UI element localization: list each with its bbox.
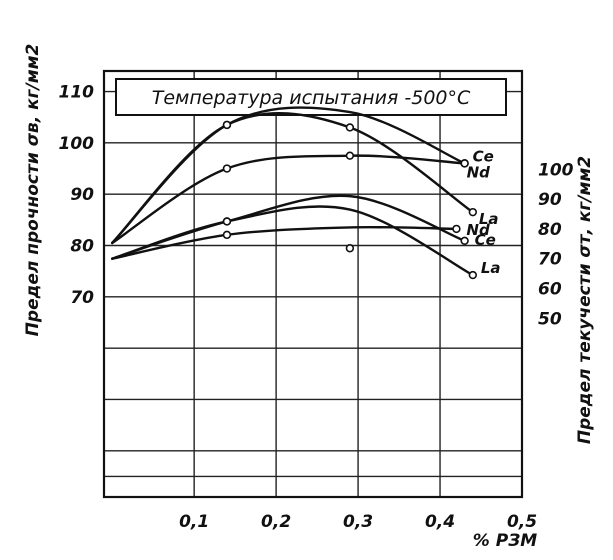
series-label-strength-la: La	[479, 210, 499, 228]
right-tick-label: 90	[538, 190, 562, 210]
data-point	[345, 151, 355, 160]
right-axis-title: Предел текучести σт, кг/мм2	[575, 156, 595, 444]
x-tick-label: 0,1	[179, 512, 209, 532]
x-tick-label: 0,4	[425, 512, 455, 532]
data-point	[345, 244, 355, 253]
data-point	[460, 159, 469, 168]
chart-grid	[104, 71, 522, 497]
marker-layer	[222, 120, 478, 280]
series-line-yield-nd	[110, 225, 458, 260]
x-tick-label: 0,5	[507, 512, 537, 532]
chart-title: Температура испытания -500°С	[152, 87, 471, 109]
x-axis-title: % РЗМ	[473, 531, 537, 551]
right-tick-label: 60	[538, 279, 562, 299]
tick-label-layer: 0,1 0,2 0,3 0,4 0,5 110 100 90 80 70 100 90 80 70 60 50	[59, 83, 574, 532]
data-point	[222, 230, 232, 240]
left-axis-title: Предел прочности σв, кг/мм2	[23, 44, 43, 337]
x-tick-label: 0,3	[343, 512, 373, 532]
series-line-strength-nd	[110, 154, 466, 245]
series-line-yield-la	[110, 205, 475, 277]
series-label-yield-nd: Nd	[466, 221, 490, 239]
data-point	[222, 120, 232, 130]
series-line-strength-la	[110, 112, 475, 245]
series-line-strength-ce	[110, 106, 466, 245]
plot-frame	[102, 69, 524, 499]
data-point	[460, 236, 469, 246]
series-label-yield-la: La	[481, 259, 501, 277]
series-label-yield-ce: Ce	[475, 231, 496, 249]
data-point	[222, 164, 232, 173]
left-tick-label: 100	[59, 134, 95, 154]
left-tick-label: 90	[70, 185, 94, 205]
data-point	[468, 207, 478, 217]
data-point	[345, 123, 355, 132]
data-point	[468, 270, 478, 280]
data-point	[452, 224, 461, 234]
x-tick-label: 0,2	[261, 512, 291, 532]
left-tick-label: 70	[70, 288, 94, 308]
series-label-strength-ce: Ce	[473, 147, 494, 165]
right-tick-label: 70	[538, 250, 562, 270]
data-point	[222, 217, 232, 226]
left-tick-label: 80	[70, 237, 94, 257]
series-layer	[110, 106, 475, 277]
right-tick-label: 80	[538, 220, 562, 240]
series-label-strength-nd: Nd	[467, 163, 491, 181]
right-tick-label: 50	[538, 309, 562, 329]
left-tick-label: 110	[59, 83, 95, 103]
right-tick-label: 100	[538, 160, 574, 180]
